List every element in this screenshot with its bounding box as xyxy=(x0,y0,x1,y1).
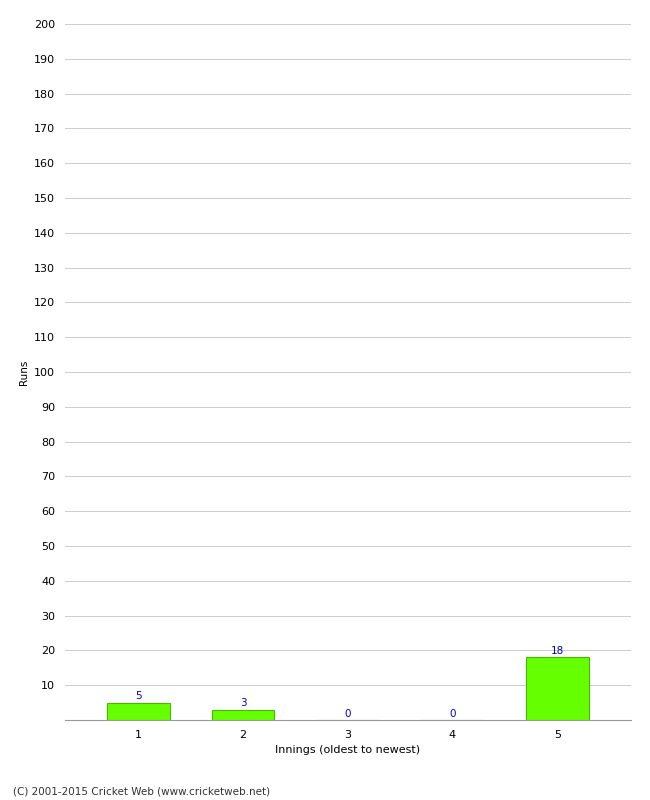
Text: 0: 0 xyxy=(344,709,351,719)
Bar xyxy=(107,702,170,720)
Text: (C) 2001-2015 Cricket Web (www.cricketweb.net): (C) 2001-2015 Cricket Web (www.cricketwe… xyxy=(13,786,270,796)
Text: 0: 0 xyxy=(449,709,456,719)
Text: 5: 5 xyxy=(135,691,142,701)
Text: 18: 18 xyxy=(551,646,564,656)
X-axis label: Innings (oldest to newest): Innings (oldest to newest) xyxy=(275,746,421,755)
Y-axis label: Runs: Runs xyxy=(19,359,29,385)
Text: 3: 3 xyxy=(240,698,246,708)
Bar xyxy=(212,710,274,720)
Bar xyxy=(526,658,589,720)
